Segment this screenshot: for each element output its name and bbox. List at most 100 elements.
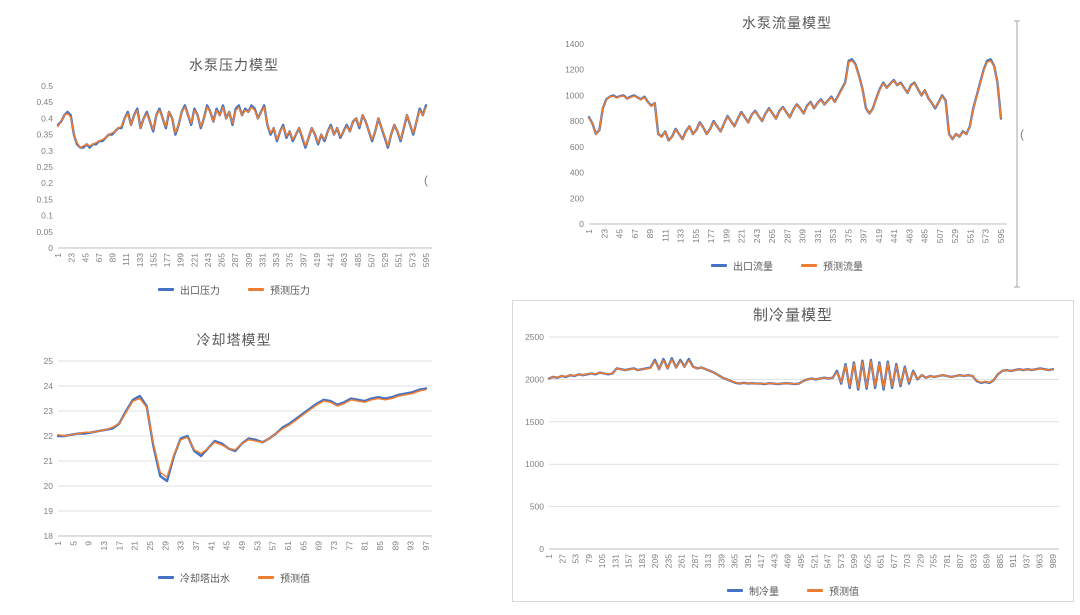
svg-text:199: 199 bbox=[721, 229, 731, 243]
svg-text:1000: 1000 bbox=[525, 459, 544, 469]
svg-text:989: 989 bbox=[1048, 554, 1058, 568]
legend-label: 预测值 bbox=[829, 586, 859, 598]
svg-text:833: 833 bbox=[968, 554, 978, 568]
svg-text:485: 485 bbox=[353, 253, 363, 267]
svg-text:177: 177 bbox=[706, 229, 716, 243]
svg-text:485: 485 bbox=[920, 229, 930, 243]
svg-text:397: 397 bbox=[298, 253, 308, 267]
predicted-series-swatch bbox=[807, 588, 823, 592]
svg-text:507: 507 bbox=[935, 229, 945, 243]
svg-text:131: 131 bbox=[610, 554, 620, 568]
svg-text:807: 807 bbox=[955, 554, 965, 568]
svg-text:69: 69 bbox=[314, 541, 324, 551]
svg-text:23: 23 bbox=[599, 229, 609, 239]
svg-text:45: 45 bbox=[615, 229, 625, 239]
svg-text:397: 397 bbox=[859, 229, 869, 243]
svg-text:551: 551 bbox=[966, 229, 976, 243]
svg-text:199: 199 bbox=[176, 253, 186, 267]
legend-item-actual: 制冷量 bbox=[727, 583, 779, 598]
svg-text:1: 1 bbox=[53, 253, 63, 258]
svg-text:443: 443 bbox=[770, 554, 780, 568]
svg-text:287: 287 bbox=[690, 554, 700, 568]
svg-text:287: 287 bbox=[782, 229, 792, 243]
svg-text:0: 0 bbox=[539, 544, 544, 554]
svg-text:400: 400 bbox=[570, 168, 584, 178]
selection-bracket bbox=[1012, 18, 1022, 295]
legend-label: 出口压力 bbox=[180, 285, 220, 297]
svg-text:155: 155 bbox=[691, 229, 701, 243]
pump-flow-chart-panel[interactable]: 水泵流量模型 1400 1200 1000 800 600 400 200 0 1 23 45 67 8… bbox=[553, 8, 1021, 276]
predicted-series-swatch bbox=[801, 263, 817, 267]
svg-text:0.3: 0.3 bbox=[41, 146, 53, 156]
cooling-tower-chart-panel[interactable]: 冷却塔模型 25 24 23 22 21 20 19 18 1 5 9 13 17 21 25 29 33 37 4… bbox=[22, 325, 446, 588]
svg-text:441: 441 bbox=[889, 229, 899, 243]
svg-text:0.45: 0.45 bbox=[36, 97, 53, 107]
svg-text:573: 573 bbox=[407, 253, 417, 267]
svg-text:23: 23 bbox=[67, 253, 77, 263]
svg-text:500: 500 bbox=[530, 502, 544, 512]
svg-text:261: 261 bbox=[677, 554, 687, 568]
svg-text:0.15: 0.15 bbox=[36, 194, 53, 204]
svg-text:353: 353 bbox=[271, 253, 281, 267]
svg-text:0.1: 0.1 bbox=[41, 211, 53, 221]
legend-label: 出口流量 bbox=[733, 261, 773, 273]
svg-text:547: 547 bbox=[823, 554, 833, 568]
svg-text:2500: 2500 bbox=[525, 332, 544, 342]
svg-text:309: 309 bbox=[244, 253, 254, 267]
pump-flow-legend: 出口流量 预测流量 bbox=[553, 254, 1021, 276]
svg-text:0.05: 0.05 bbox=[36, 227, 53, 237]
cooling-tower-legend: 冷却塔出水 预测值 bbox=[22, 566, 446, 588]
svg-text:469: 469 bbox=[783, 554, 793, 568]
legend-label: 制冷量 bbox=[749, 586, 779, 598]
actual-series-swatch bbox=[158, 287, 174, 291]
svg-text:155: 155 bbox=[148, 253, 158, 267]
svg-text:105: 105 bbox=[597, 554, 607, 568]
svg-text:0.5: 0.5 bbox=[41, 81, 53, 91]
svg-text:243: 243 bbox=[203, 253, 213, 267]
predicted-series-swatch bbox=[258, 575, 274, 579]
svg-text:529: 529 bbox=[950, 229, 960, 243]
cooling-capacity-chart-panel[interactable]: 制冷量模型 2500 2000 1500 1000 500 0 1 27 53 79 105 131 1… bbox=[512, 300, 1074, 602]
svg-text:177: 177 bbox=[162, 253, 172, 267]
svg-text:1: 1 bbox=[544, 554, 554, 559]
cooling-tower-plot-area: 25 24 23 22 21 20 19 18 1 5 9 13 17 21 25 29 33 37 41 45 49 5… bbox=[22, 355, 446, 566]
svg-text:507: 507 bbox=[367, 253, 377, 267]
svg-text:265: 265 bbox=[217, 253, 227, 267]
svg-text:45: 45 bbox=[222, 541, 232, 551]
svg-text:25: 25 bbox=[44, 356, 54, 366]
svg-text:339: 339 bbox=[716, 554, 726, 568]
legend-item-predicted: 预测压力 bbox=[248, 282, 310, 297]
svg-text:287: 287 bbox=[230, 253, 240, 267]
svg-text:1: 1 bbox=[53, 541, 63, 546]
svg-text:21: 21 bbox=[44, 456, 54, 466]
svg-text:9: 9 bbox=[84, 541, 94, 546]
svg-text:235: 235 bbox=[663, 554, 673, 568]
svg-text:495: 495 bbox=[796, 554, 806, 568]
legend-label: 预测值 bbox=[280, 573, 310, 585]
svg-text:133: 133 bbox=[676, 229, 686, 243]
cooling-capacity-legend: 制冷量 预测值 bbox=[513, 579, 1073, 601]
svg-text:89: 89 bbox=[108, 253, 118, 263]
pump-flow-plot-area: 1400 1200 1000 800 600 400 200 0 1 23 45 67 89 111 133… bbox=[553, 38, 1021, 254]
svg-text:133: 133 bbox=[135, 253, 145, 267]
svg-text:29: 29 bbox=[160, 541, 170, 551]
svg-text:53: 53 bbox=[571, 554, 581, 564]
stray-bracket-mark: ( bbox=[1020, 127, 1024, 141]
svg-text:111: 111 bbox=[660, 229, 670, 242]
pump-pressure-chart-panel[interactable]: 水泵压力模型 0.5 0.45 0.4 0.35 0.3 0.25 0.2 0.15 0.1 0.… bbox=[22, 50, 446, 300]
svg-text:24: 24 bbox=[44, 381, 54, 391]
svg-text:19: 19 bbox=[44, 506, 54, 516]
svg-text:85: 85 bbox=[375, 541, 385, 551]
svg-text:391: 391 bbox=[743, 554, 753, 568]
svg-text:703: 703 bbox=[902, 554, 912, 568]
svg-text:21: 21 bbox=[130, 541, 140, 551]
predicted-series-swatch bbox=[248, 287, 264, 291]
svg-text:67: 67 bbox=[94, 253, 104, 263]
legend-item-predicted: 预测值 bbox=[807, 583, 859, 598]
svg-text:209: 209 bbox=[650, 554, 660, 568]
svg-text:111: 111 bbox=[121, 253, 131, 266]
svg-text:221: 221 bbox=[189, 253, 199, 267]
svg-text:625: 625 bbox=[862, 554, 872, 568]
pump-pressure-legend: 出口压力 预测压力 bbox=[22, 278, 446, 300]
